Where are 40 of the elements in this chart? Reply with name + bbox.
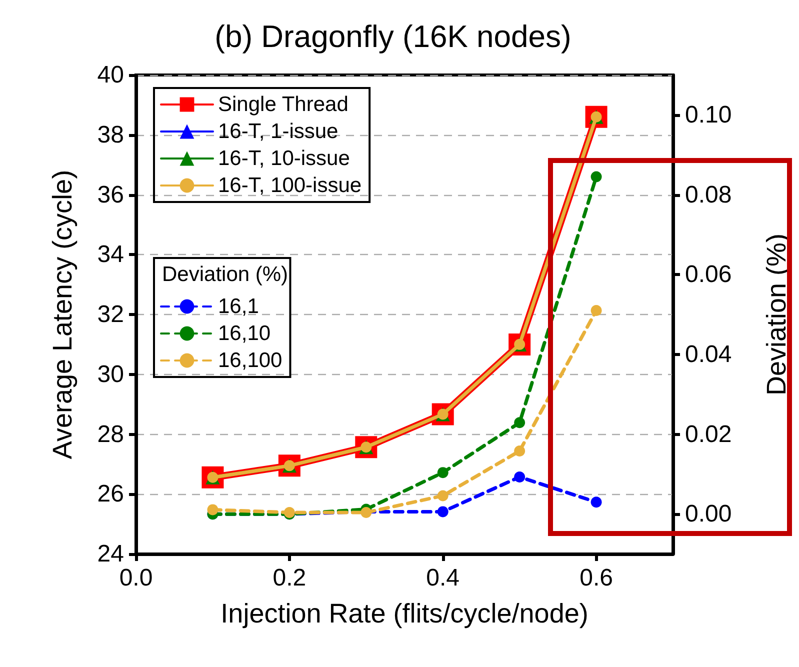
y-tick-label: 40	[97, 62, 124, 88]
point	[590, 305, 602, 316]
point	[437, 490, 448, 502]
point	[437, 506, 448, 518]
point	[514, 471, 526, 482]
legend-label: 16,10	[218, 322, 271, 345]
legend-label: 16-T, 10-issue	[218, 147, 350, 170]
y-tick-label: 24	[97, 540, 124, 568]
point	[207, 504, 218, 516]
point	[514, 417, 526, 428]
y2-tick-label: 0.04	[685, 340, 732, 368]
y-tick-label: 26	[97, 480, 124, 508]
y-tick-label: 30	[97, 360, 124, 388]
point	[514, 446, 526, 457]
legend-label: 16,1	[218, 295, 259, 318]
point	[590, 171, 602, 182]
point	[590, 496, 602, 508]
x-axis-title: Injection Rate (flits/cycle/node)	[220, 598, 588, 628]
chart-title: (b) Dragonfly (16K nodes)	[214, 19, 572, 54]
y2-tick-label: 0.02	[685, 420, 732, 448]
y-tick-label: 36	[97, 181, 124, 208]
y-tick-label: 34	[97, 241, 124, 268]
x-tick-label: 0.2	[272, 564, 306, 592]
legend-label: Single Thread	[218, 93, 348, 116]
legend-title: Deviation (%)	[162, 263, 288, 286]
y2-tick-label: 0.10	[685, 101, 732, 128]
legend-label: 16,100	[218, 349, 282, 372]
legend-label: 16-T, 1-issue	[218, 120, 338, 143]
x-tick-label: 0.4	[426, 564, 460, 592]
y2-tick-label: 0.08	[685, 181, 732, 208]
x-tick-label: 0.0	[119, 564, 153, 592]
y2-tick-label: 0.06	[685, 261, 732, 288]
y-tick-label: 28	[97, 420, 124, 448]
legend-label: 16-T, 100-issue	[218, 174, 362, 197]
y-tick-label: 32	[97, 301, 124, 328]
y-axis-title: Average Latency (cycle)	[48, 170, 78, 460]
point	[437, 467, 448, 478]
x-tick-label: 0.6	[580, 564, 613, 592]
y-tick-label: 38	[97, 121, 124, 148]
y2-tick-label: 0.00	[685, 500, 732, 528]
